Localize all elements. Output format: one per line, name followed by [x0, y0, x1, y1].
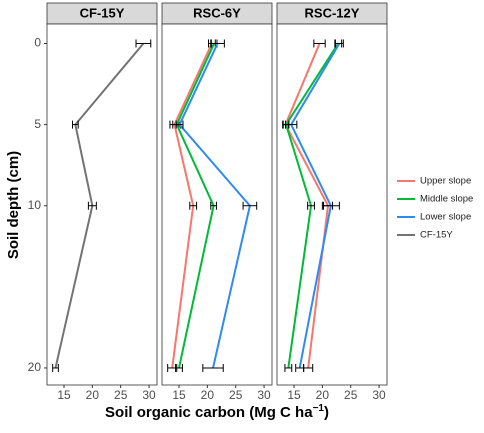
error-bar	[210, 201, 217, 210]
error-bar	[175, 363, 183, 372]
error-bar	[284, 363, 293, 372]
x-tick-label: 25	[229, 388, 243, 402]
error-bar	[285, 120, 298, 129]
y-tick-label: 20	[28, 360, 42, 374]
series-line	[178, 43, 251, 369]
x-tick-label: 15	[57, 388, 71, 402]
legend-label: CF-15Y	[420, 230, 453, 241]
error-bar	[295, 363, 305, 372]
y-tick-label: 0	[34, 36, 41, 50]
x-axis-title-end: )	[324, 404, 329, 421]
x-axis-title-main: Soil organic carbon (Mg C ha	[105, 404, 313, 421]
x-tick-label: 25	[344, 388, 358, 402]
x-tick-label: 30	[372, 388, 386, 402]
error-bar	[210, 39, 225, 48]
x-axis-title-sup: −1	[313, 403, 325, 414]
facet-title: RSC-6Y	[193, 5, 241, 20]
facet-title: CF-15Y	[80, 5, 125, 20]
y-axis-title: Soil depth (cm)	[5, 151, 22, 259]
x-axis-title: Soil organic carbon (Mg C ha−1)	[105, 403, 329, 421]
error-bar	[242, 201, 258, 210]
series-line	[175, 43, 216, 369]
error-bar	[189, 201, 198, 210]
error-bar	[321, 201, 340, 210]
error-bar	[52, 363, 59, 372]
error-bar	[202, 363, 224, 372]
series-line	[284, 42, 340, 369]
x-tick-label: 20	[201, 388, 215, 402]
legend-label: Upper slope	[420, 176, 471, 187]
legend-label: Lower slope	[420, 212, 471, 223]
legend-label: Middle slope	[420, 194, 473, 205]
error-bar	[135, 39, 152, 48]
error-bar	[313, 39, 326, 48]
error-bar	[87, 201, 97, 210]
y-tick-label: 5	[34, 117, 41, 131]
series-line	[171, 43, 213, 369]
error-bar	[334, 39, 344, 48]
error-bar	[307, 201, 315, 210]
x-tick-label: 30	[142, 388, 156, 402]
error-bar	[175, 120, 184, 129]
x-tick-label: 15	[287, 388, 301, 402]
x-tick-label: 20	[316, 388, 330, 402]
series-line	[290, 42, 341, 369]
facet-title: RSC-12Y	[305, 5, 360, 20]
panel	[161, 23, 273, 386]
x-tick-label: 20	[86, 388, 100, 402]
series-line	[54, 42, 145, 369]
x-tick-label: 25	[114, 388, 128, 402]
series-line	[284, 43, 330, 369]
error-bar	[72, 120, 79, 129]
x-tick-label: 30	[257, 388, 271, 402]
x-tick-label: 15	[172, 388, 186, 402]
y-tick-label: 10	[28, 198, 42, 212]
